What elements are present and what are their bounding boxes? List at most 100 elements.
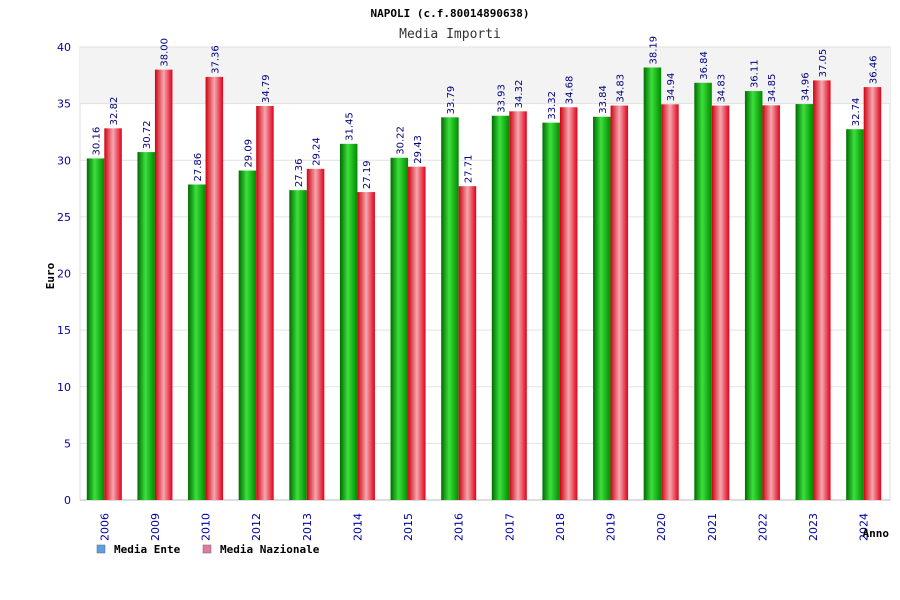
legend-swatch [96,544,106,554]
bar-media-nazionale [458,186,477,500]
data-label: 27.19 [362,160,373,189]
data-label: 30.16 [92,127,103,156]
data-label: 36.84 [699,51,710,80]
x-tick-label: 2021 [706,513,719,541]
x-tick-label: 2016 [453,513,466,541]
data-label: 27.36 [294,159,305,188]
chart-subtitle: Media Importi [399,27,501,42]
data-label: 34.85 [767,74,778,103]
data-label: 32.74 [851,98,862,127]
bar-media-ente [795,104,814,500]
x-tick-label: 2015 [402,513,415,541]
x-tick-label: 2023 [807,513,820,541]
x-tick-label: 2009 [149,513,162,541]
bar-media-nazionale [357,192,375,501]
data-label: 34.83 [717,74,728,103]
data-label: 30.72 [142,120,153,149]
data-label: 27.71 [463,155,474,184]
data-label: 33.79 [446,86,457,115]
y-tick-label: 35 [57,98,71,111]
y-tick-label: 5 [64,437,71,450]
bar-media-nazionale [711,105,730,501]
y-tick-label: 25 [57,211,71,224]
data-label: 38.19 [648,36,659,65]
x-tick-label: 2024 [858,513,871,541]
y-tick-label: 30 [57,154,71,167]
bar-media-nazionale [154,69,173,501]
x-tick-label: 2022 [756,513,769,541]
bar-media-ente [846,129,864,501]
legend: Media Ente Media Nazionale [96,543,320,556]
data-label: 34.96 [800,72,811,101]
x-tick-label: 2014 [351,513,364,541]
x-tick-label: 2019 [605,513,618,541]
bar-media-nazionale [661,104,679,500]
x-tick-labels: 2006 2009 2010 2012 2013 2014 2015 2016 2017 2018… [98,513,870,541]
y-tick-label: 40 [57,41,71,54]
bar-media-nazionale [408,166,426,500]
data-label: 34.68 [565,76,576,105]
bar-media-nazionale [306,168,325,500]
bar-media-nazionale [104,128,122,500]
data-label: 37.36 [210,45,221,74]
bar-media-ente [289,190,307,500]
bar-media-nazionale [509,111,527,501]
bar-media-nazionale [762,105,780,500]
bar-media-ente [86,158,105,501]
data-label: 36.46 [868,55,879,84]
x-tick-label: 2018 [554,513,567,541]
data-label: 29.24 [312,137,323,166]
bar-media-nazionale [559,107,578,501]
data-label: 38.00 [160,38,171,67]
bar-media-ente [491,115,510,501]
bar-media-nazionale [610,105,629,501]
bars: 30.16 32.82 30.72 38.00 27.86 37.36 29.09 34.79… [86,36,882,501]
bar-media-nazionale [863,87,882,500]
bar-media-ente [390,157,409,501]
x-tick-label: 2006 [98,513,111,541]
y-tick-label: 20 [57,268,71,281]
bar-media-ente [593,116,611,501]
data-label: 34.79 [261,74,272,103]
x-tick-label: 2020 [655,513,668,541]
data-label: 33.84 [598,85,609,114]
bar-media-nazionale [205,76,224,500]
y-tick-label: 15 [57,324,71,337]
data-label: 33.93 [497,84,508,113]
data-label: 27.86 [193,153,204,182]
bar-media-ente [744,91,763,500]
bar-media-nazionale [256,106,274,501]
legend-label: Media Ente [114,543,181,556]
x-tick-label: 2012 [250,513,263,541]
data-label: 30.22 [395,126,406,155]
bar-media-ente [694,82,712,501]
x-tick-label: 2010 [200,513,213,541]
y-tick-labels: 0 5 10 15 20 25 30 35 40 [57,41,71,507]
data-label: 34.83 [615,74,626,103]
chart-title: NAPOLI (c.f.80014890638) [371,7,530,20]
bar-media-ente [643,67,662,500]
data-label: 29.43 [413,135,424,164]
y-tick-label: 10 [57,381,71,394]
legend-label: Media Nazionale [220,543,320,556]
y-axis-label: Euro [44,262,57,289]
x-axis-label: Anno [863,527,890,540]
bar-media-ente [137,152,155,500]
bar-media-ente [339,143,358,501]
bar-media-ente [441,117,459,500]
data-label: 34.32 [514,80,525,109]
x-tick-label: 2013 [301,513,314,541]
bar-media-ente [238,170,257,500]
legend-swatch [202,544,212,554]
y-tick-label: 0 [64,494,71,507]
bar-media-ente [188,184,206,500]
data-label: 36.11 [750,59,761,88]
bar-media-ente [542,122,560,500]
data-label: 37.05 [818,49,829,78]
data-label: 33.32 [547,91,558,120]
data-label: 29.09 [243,139,254,168]
data-label: 32.82 [109,97,120,126]
bar-media-nazionale [813,80,831,500]
x-tick-label: 2017 [503,513,516,541]
